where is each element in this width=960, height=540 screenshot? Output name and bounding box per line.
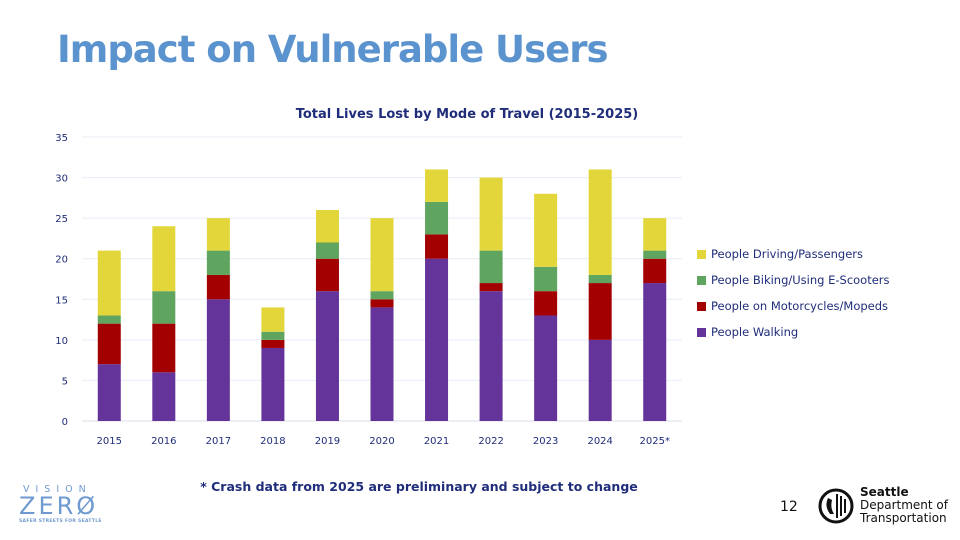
bar-segment [261,339,285,348]
y-axis-ticks: 0 5 10 15 20 25 30 35 [55,133,68,428]
x-tick-label: 2024 [587,436,612,447]
x-tick-label: 2025* [640,436,670,447]
x-tick-label: 2019 [315,436,340,447]
bar-segment [588,339,612,421]
y-tick-label: 15 [55,295,68,306]
sdot-logo: Seattle Department of Transportation [818,486,948,525]
legend-label: People on Motorcycles/Mopeds [711,299,889,313]
sdot-logo-line3: Transportation [860,511,947,525]
x-tick-label: 2016 [151,436,176,447]
bar-segment [152,226,176,292]
legend-swatch [697,301,706,311]
y-tick-label: 30 [55,174,68,185]
bar-segment [206,250,230,275]
bar-segment [534,291,558,316]
vision-zero-logo-line1: VISION [23,484,92,495]
bar-segment [588,274,612,284]
x-tick-label: 2015 [97,436,122,447]
bar-segment [370,218,394,292]
bar-segment [261,347,285,421]
bar-segment [315,210,339,243]
bar-segment [370,299,394,308]
legend-label: People Walking [711,325,799,339]
legend-swatch [697,275,706,285]
y-tick-label: 5 [62,376,68,387]
legend-item: People Biking/Using E-Scooters [697,267,890,293]
bar-segment [643,250,667,259]
y-tick-label: 25 [55,214,68,225]
legend-swatch [697,249,706,259]
bar-segment [315,242,339,259]
legend-label: People Biking/Using E-Scooters [711,273,890,287]
bar-segment [315,291,339,421]
legend-item: People on Motorcycles/Mopeds [697,293,890,319]
legend-item: People Walking [697,319,890,345]
bar-segment [152,291,176,324]
bar-segment [479,283,503,292]
bar-segment [425,234,449,259]
bar-segment [425,169,449,202]
bar-segment [206,274,230,300]
sdot-logo-line1: Seattle [860,485,909,499]
vision-zero-logo-line2: ZERØ [19,492,99,520]
seattle-seal-icon [818,488,854,523]
vision-zero-logo: VISION ZERØ SAFER STREETS FOR SEATTLE [19,484,102,524]
bar-segment [97,250,121,316]
bar-segment [97,364,121,421]
bar-segment [534,193,558,267]
bar-segment [479,291,503,421]
y-tick-label: 0 [62,417,68,428]
legend-label: People Driving/Passengers [711,247,864,261]
bar-segment [643,258,667,284]
bar-segment [261,307,285,332]
bar-segment [479,250,503,284]
legend-item: People Driving/Passengers [697,241,890,267]
chart-title: Total Lives Lost by Mode of Travel (2015… [295,107,639,122]
sdot-logo-line2: Department of [860,498,948,512]
bar-segment [152,372,176,421]
bar-segment [479,177,503,251]
bar-segment [261,331,285,340]
x-tick-label: 2018 [260,436,285,447]
x-tick-label: 2017 [206,436,231,447]
bar-segment [370,291,394,300]
bar-segment [588,283,612,340]
bar-segment [425,258,449,421]
bar-segment [206,299,230,421]
footnote: * Crash data from 2025 are preliminary a… [200,479,638,494]
bar-segment [152,323,176,373]
y-tick-label: 20 [55,255,68,266]
y-tick-label: 35 [55,133,68,144]
page-number: 12 [780,499,798,515]
bar-segment [588,169,612,275]
bar-segment [370,307,394,421]
bar-segment [643,218,667,251]
bar-segment [97,323,121,365]
bar-segment [206,218,230,251]
x-tick-label: 2020 [369,436,394,447]
bar-segment [315,258,339,292]
x-tick-label: 2023 [533,436,558,447]
y-tick-label: 10 [55,336,68,347]
slide-title: Impact on Vulnerable Users [57,28,608,71]
bar-segment [534,315,558,421]
legend-swatch [697,327,706,337]
bar-segment [534,266,558,292]
bar-segment [97,315,121,324]
x-tick-label: 2021 [424,436,449,447]
bar-segment [643,283,667,421]
bar-segment [425,201,449,235]
x-axis-ticks: 2015 2016 2017 2018 2019 2020 2021 2022 2023 2024… [97,436,670,447]
vision-zero-tagline: SAFER STREETS FOR SEATTLE [19,519,102,524]
x-tick-label: 2022 [478,436,503,447]
bars [97,169,667,421]
chart-legend: People Driving/Passengers People Biking/U… [697,241,890,345]
